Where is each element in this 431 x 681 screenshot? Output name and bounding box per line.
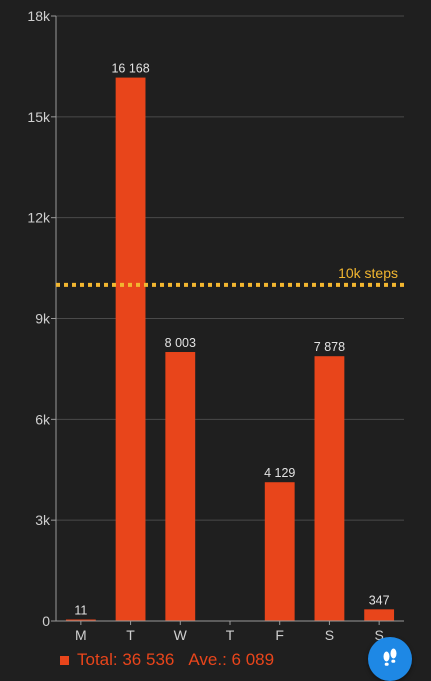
y-tick-label: 6k	[35, 411, 51, 427]
y-tick-label: 0	[42, 613, 50, 629]
bar	[264, 482, 295, 621]
bar	[115, 77, 146, 621]
x-tick-label: W	[174, 627, 188, 640]
bar-value-label: 347	[369, 593, 390, 607]
bar-value-label: 7 878	[314, 340, 345, 354]
bar-value-label: 16 168	[111, 62, 149, 76]
goal-label: 10k steps	[338, 265, 398, 281]
y-tick-label: 12k	[27, 210, 51, 226]
y-tick-label: 18k	[27, 8, 51, 24]
legend-swatch	[60, 655, 69, 665]
bar	[65, 619, 96, 621]
total-steps: Total: 36 536	[77, 650, 175, 669]
y-tick-label: 9k	[35, 311, 51, 327]
footsteps-icon	[383, 648, 397, 666]
summary-footer: Total: 36 536 Ave.: 6 089	[60, 650, 274, 670]
x-tick-label: M	[75, 627, 87, 640]
x-tick-label: T	[226, 627, 235, 640]
bar-value-label: 4 129	[264, 466, 295, 480]
bar	[165, 352, 196, 621]
x-tick-label: F	[275, 627, 284, 640]
bar-value-label: 11	[74, 604, 87, 618]
y-tick-label: 3k	[35, 512, 51, 528]
x-tick-label: S	[325, 627, 334, 640]
average-steps: Ave.: 6 089	[188, 650, 275, 669]
bar	[364, 609, 395, 621]
steps-fab-button[interactable]	[368, 637, 412, 681]
x-tick-label: T	[126, 627, 135, 640]
bar-value-label: 8 003	[165, 336, 196, 350]
y-tick-label: 15k	[27, 109, 51, 125]
steps-bar-chart: 0 3k 6k 9k 12k 15k 18k 11 M 16 168 T 8 003 W T 4 129 F 7…	[27, 8, 404, 640]
bar	[314, 356, 345, 621]
x-tick-label: S	[374, 627, 383, 640]
